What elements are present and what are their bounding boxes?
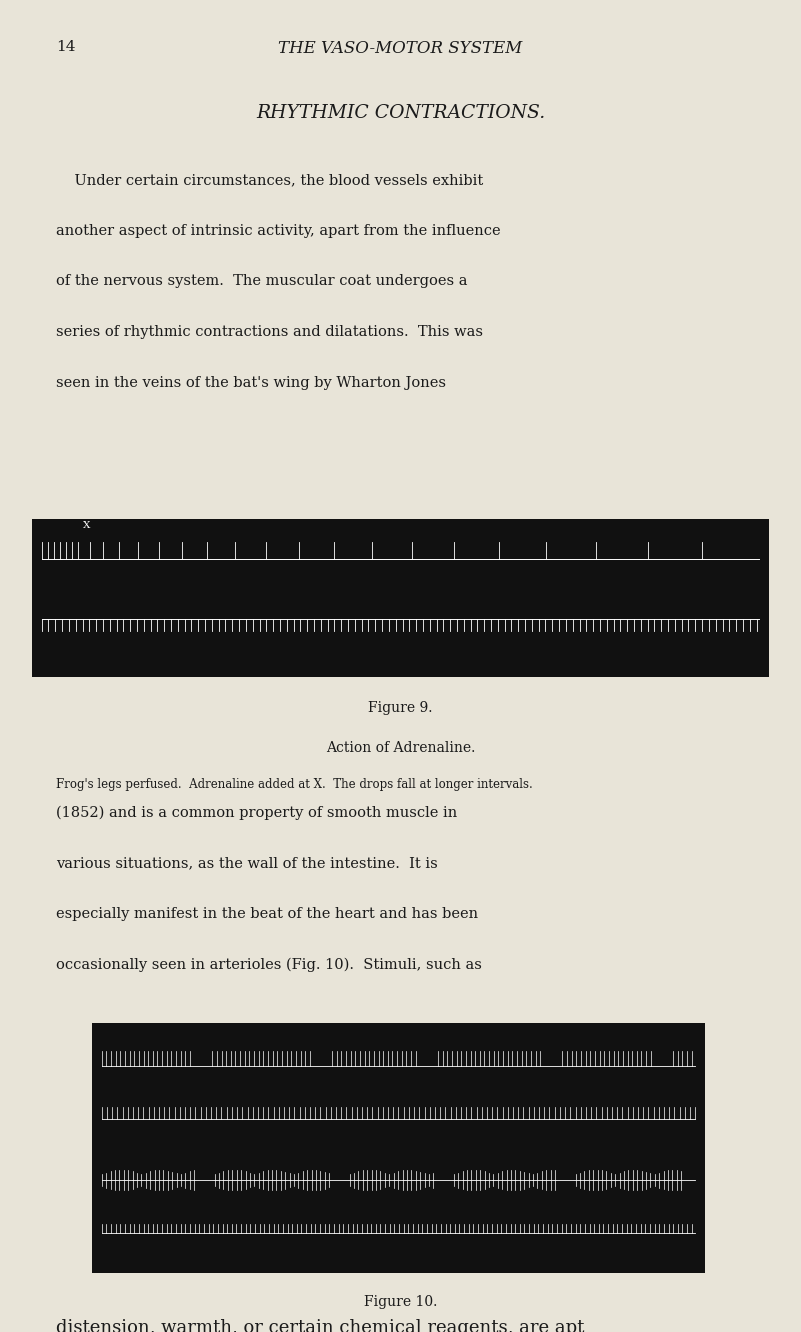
Text: another aspect of intrinsic activity, apart from the influence: another aspect of intrinsic activity, ap… [56,224,501,238]
Text: RHYTHMIC CONTRACTIONS.: RHYTHMIC CONTRACTIONS. [256,104,545,123]
Text: Figure 10.: Figure 10. [364,1295,437,1309]
Bar [32,519,769,677]
Text: distension, warmth, or certain chemical reagents, are apt: distension, warmth, or certain chemical … [56,1319,585,1332]
Text: occasionally seen in arterioles (Fig. 10).  Stimuli, such as: occasionally seen in arterioles (Fig. 10… [56,958,482,972]
Text: THE VASO-MOTOR SYSTEM: THE VASO-MOTOR SYSTEM [279,40,522,57]
Text: seen in the veins of the bat's wing by Wharton Jones: seen in the veins of the bat's wing by W… [56,376,446,390]
Bar [92,1023,705,1273]
Text: 14: 14 [56,40,75,55]
Text: series of rhythmic contractions and dilatations.  This was: series of rhythmic contractions and dila… [56,325,483,340]
Text: especially manifest in the beat of the heart and has been: especially manifest in the beat of the h… [56,907,478,922]
Text: Under certain circumstances, the blood vessels exhibit: Under certain circumstances, the blood v… [56,173,483,188]
Text: of the nervous system.  The muscular coat undergoes a: of the nervous system. The muscular coat… [56,274,468,289]
Text: Figure 9.: Figure 9. [368,701,433,715]
Text: Action of Adrenaline.: Action of Adrenaline. [326,741,475,755]
Text: (1852) and is a common property of smooth muscle in: (1852) and is a common property of smoot… [56,806,457,821]
Text: various situations, as the wall of the intestine.  It is: various situations, as the wall of the i… [56,856,438,871]
Text: Frog's legs perfused.  Adrenaline added at X.  The drops fall at longer interval: Frog's legs perfused. Adrenaline added a… [56,778,533,791]
Text: X: X [83,521,91,530]
